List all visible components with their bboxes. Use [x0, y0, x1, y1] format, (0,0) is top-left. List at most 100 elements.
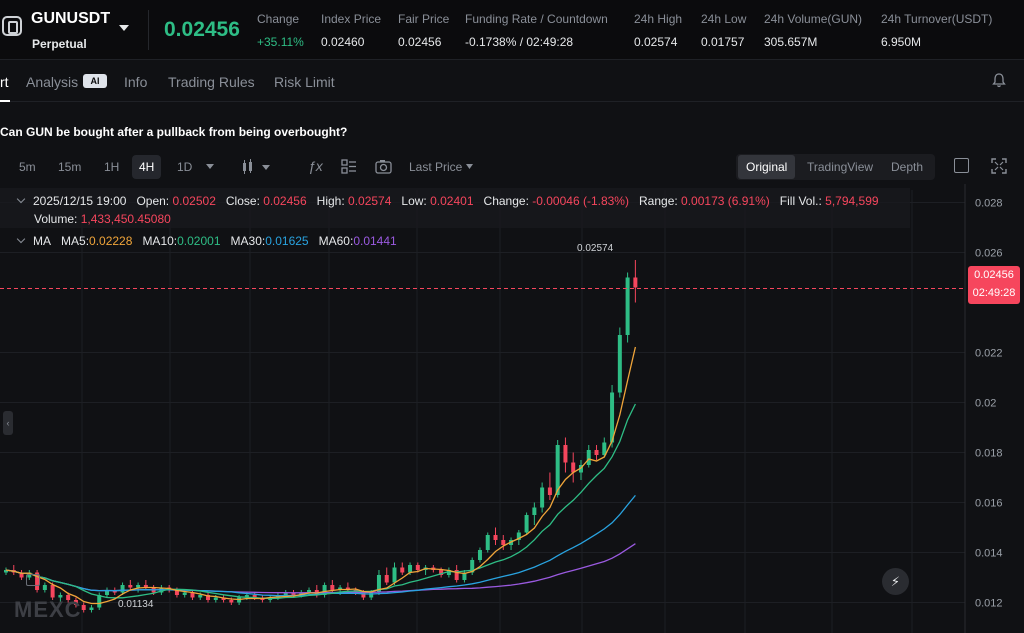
- ohlc-low: 0.02401: [430, 194, 474, 208]
- candle-body: [345, 587, 350, 590]
- y-tick-label: 0.022: [975, 348, 1003, 360]
- side-collapse-handle[interactable]: ‹: [3, 411, 13, 435]
- mexc-watermark: MEXC: [14, 597, 82, 622]
- stat-24h-volume: 24h Volume(GUN) 305.657M: [764, 12, 863, 49]
- y-tick-label: 0.026: [975, 248, 1003, 260]
- candle-body: [470, 560, 475, 573]
- candlestick-icon[interactable]: [241, 159, 273, 175]
- candle-body: [376, 575, 381, 593]
- chart-tool-icon[interactable]: [26, 574, 40, 586]
- symbol-name[interactable]: GUNUSDT: [31, 10, 111, 27]
- candle-body: [190, 592, 195, 598]
- candle-body: [221, 597, 226, 600]
- tab-risk-limit[interactable]: Risk Limit: [274, 74, 335, 90]
- stat-24h-low: 24h Low 0.01757: [701, 12, 747, 49]
- candle-body: [610, 392, 615, 443]
- candle-body: [322, 585, 327, 595]
- candle-body: [229, 600, 234, 603]
- candle-body: [602, 442, 607, 455]
- candlestick-chart[interactable]: 0.028 0.026 0.022 0.02 0.018 0.016 0.014 0.012: [0, 184, 1024, 633]
- chevron-down-icon[interactable]: [205, 163, 215, 171]
- candle-body: [4, 570, 8, 573]
- tab-analysis[interactable]: Analysis: [26, 74, 79, 90]
- candle-body: [244, 595, 249, 598]
- candle-body: [338, 587, 343, 590]
- candle-body: [462, 572, 467, 580]
- candle-body: [66, 595, 71, 600]
- contract-logo-icon: [2, 16, 22, 36]
- candle-body: [563, 445, 568, 463]
- chevron-down-icon[interactable]: [16, 194, 26, 204]
- camera-icon[interactable]: [375, 159, 392, 174]
- low-mark-label: 0.01134: [118, 599, 154, 610]
- candle-body: [439, 570, 444, 575]
- candle-body: [120, 585, 125, 593]
- stat-24h-turnover: 24h Turnover(USDT) 6.950M: [881, 12, 993, 49]
- ohlc-change: -0.00046 (-1.83%): [532, 194, 629, 208]
- high-mark-label: 0.02574: [577, 243, 614, 254]
- indicator-fx-icon[interactable]: ƒx: [308, 158, 323, 174]
- ma30-value: 0.01625: [265, 234, 309, 248]
- contract-type: Perpetual: [32, 37, 87, 51]
- y-tick-label: 0.028: [975, 198, 1003, 210]
- stat-index-price: Index Price 0.02460: [321, 12, 382, 49]
- stat-24h-high: 24h High 0.02574: [634, 12, 683, 49]
- price-type-select[interactable]: Last Price: [409, 160, 463, 174]
- tab-trading-rules[interactable]: Trading Rules: [168, 74, 255, 90]
- candle-body: [58, 595, 63, 598]
- layout-icon[interactable]: [341, 159, 357, 174]
- ohlc-close: 0.02456: [263, 194, 307, 208]
- tab-underline: [0, 100, 10, 102]
- candle-body: [555, 445, 560, 495]
- candle-body: [501, 540, 506, 545]
- view-original[interactable]: Original: [738, 155, 796, 179]
- candle-body: [532, 507, 537, 515]
- bell-icon[interactable]: [992, 73, 1006, 88]
- y-tick-label: 0.02: [975, 398, 996, 410]
- window-icon[interactable]: [954, 158, 969, 173]
- candle-body: [42, 585, 47, 590]
- candle-body: [485, 535, 490, 550]
- last-price: 0.02456: [164, 18, 240, 41]
- timeframe-1d[interactable]: 1D: [177, 160, 193, 174]
- candle-body: [384, 575, 389, 583]
- candle-body: [19, 572, 24, 578]
- candle-body: [206, 595, 211, 600]
- candle-body: [408, 565, 413, 573]
- candle-body: [198, 595, 203, 598]
- timeframe-4h[interactable]: 4H: [132, 155, 162, 179]
- analysis-question-link[interactable]: Can GUN be bought after a pullback from …: [0, 125, 348, 139]
- view-depth[interactable]: Depth: [891, 160, 924, 174]
- timeframe-15m[interactable]: 15m: [58, 160, 82, 174]
- candle-body: [128, 585, 133, 588]
- candle-body: [89, 607, 94, 610]
- candle-body: [283, 592, 288, 595]
- timeframe-1h[interactable]: 1H: [104, 160, 120, 174]
- candle-body: [299, 592, 304, 595]
- candle-body: [571, 462, 576, 473]
- tab-chart[interactable]: rt: [0, 74, 9, 90]
- candle-body: [493, 535, 498, 540]
- view-tradingview[interactable]: TradingView: [807, 160, 874, 174]
- chevron-down-icon[interactable]: [119, 25, 129, 31]
- ohlc-volume: 1,433,450.45080: [80, 212, 171, 226]
- candle-body: [547, 487, 552, 495]
- ma60-line: [5, 543, 636, 594]
- chevron-down-icon[interactable]: [16, 234, 26, 244]
- candle-body: [330, 585, 335, 590]
- candle-body: [446, 570, 451, 575]
- candle-body: [143, 585, 148, 588]
- timeframe-5m[interactable]: 5m: [19, 160, 36, 174]
- tab-info[interactable]: Info: [124, 74, 148, 90]
- stat-change: Change +35.11%: [257, 12, 304, 49]
- fullscreen-icon[interactable]: [991, 158, 1007, 174]
- ticker-header: GUNUSDT Perpetual 0.02456 Change +35.11%…: [0, 0, 1024, 60]
- candle-body: [27, 572, 32, 578]
- candle-body: [182, 592, 187, 595]
- candle-body: [454, 570, 459, 580]
- lightning-icon[interactable]: ⚡: [882, 568, 909, 595]
- candle-body: [50, 585, 55, 598]
- divider: [148, 10, 149, 50]
- chevron-down-icon[interactable]: [465, 163, 474, 170]
- candle-body: [136, 585, 141, 588]
